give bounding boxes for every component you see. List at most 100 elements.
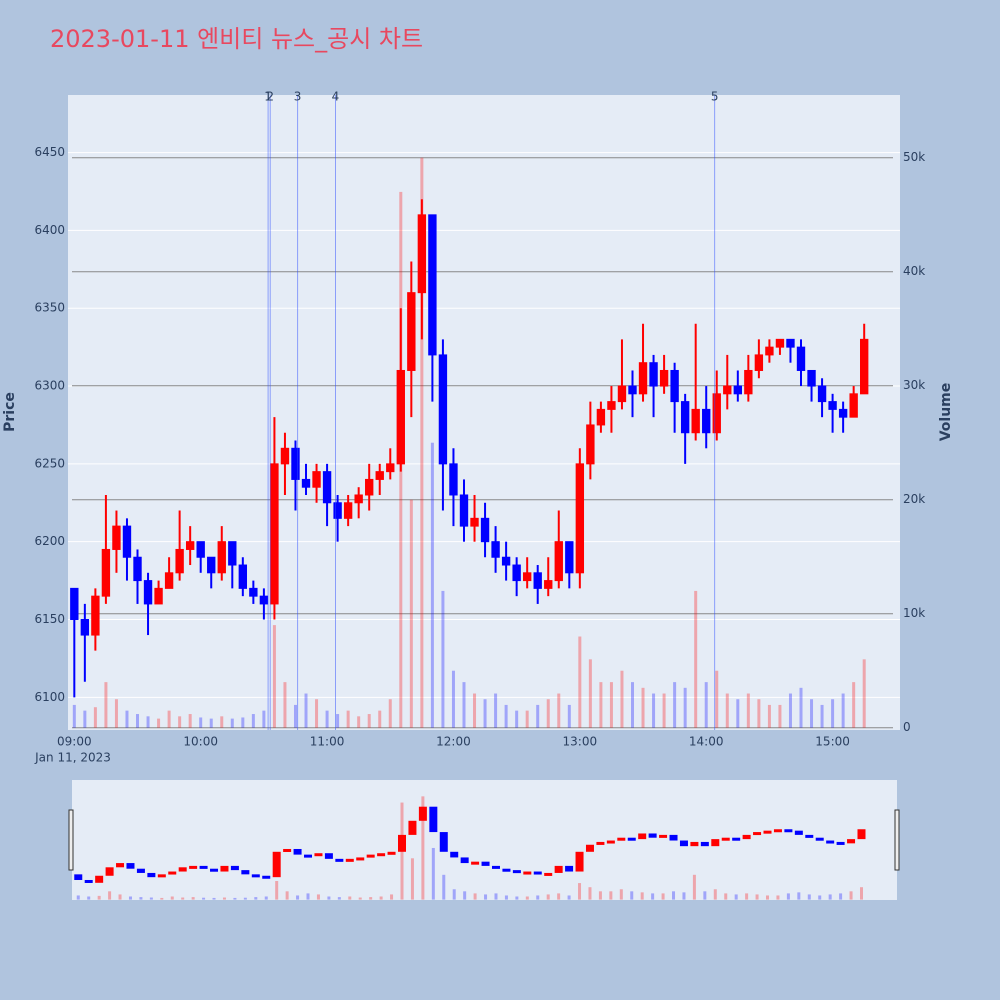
volume-bar [831,699,835,728]
volume-bar [494,693,498,728]
volume-bar [778,704,782,728]
slider-volume-bar [191,897,195,900]
candle-body [744,369,753,395]
candle-body [565,541,574,574]
slider-handle[interactable] [894,809,900,871]
candle-body [270,463,279,605]
slider-volume-bar [431,847,435,900]
volume-bar [357,716,361,728]
slider-volume-bar [745,893,749,900]
slider-candle [502,868,511,872]
slider-handle[interactable] [68,809,74,871]
volume-bar [451,670,455,728]
slider-volume-bar [108,891,112,900]
volume-bar [504,704,508,728]
candle-body [185,541,195,550]
y-tick-label: 6250 [34,456,65,470]
slider-candle [669,834,678,841]
slider-candle [596,841,605,845]
slider-volume-bar [661,893,665,900]
volume-bar [146,716,150,728]
candle-body [544,580,553,589]
candle-body [112,525,121,550]
candle-body [249,587,258,597]
candle-body [607,401,616,410]
slider-candle [324,853,333,859]
slider-candle [815,837,824,841]
x-date-label: Jan 11, 2023 [34,751,111,765]
y-tick-label: 6300 [34,379,65,393]
volume-bar [367,714,371,728]
volume-bar [525,710,529,728]
volume-bar [188,714,192,728]
volume-bar [515,710,519,728]
slider-volume-bar [410,858,414,900]
volume-bar [810,699,814,728]
volume-bar [114,699,118,728]
volume-bar [251,714,255,728]
volume-bar [336,714,340,728]
candle-body [228,541,237,566]
x-tick-label: 10:00 [183,735,218,749]
candle-body [649,362,658,387]
candle-body [702,408,711,434]
slider-volume-bar [766,895,770,900]
candle-body [154,587,163,605]
candle-body [175,548,184,574]
slider-volume-bar [494,893,498,900]
slider-volume-bar [724,893,728,900]
slider-volume-bar [139,897,143,900]
y2-tick-label: 40k [903,264,925,278]
slider-candle [544,872,553,876]
slider-candle [126,863,135,869]
candle-body [680,401,690,434]
slider-candle [794,830,803,835]
slider-volume-bar [713,889,717,900]
volume-bar [378,710,382,728]
x-tick-label: 09:00 [57,735,92,749]
slider-candle [481,861,490,866]
volume-bar [609,682,613,728]
slider-candle [805,834,814,838]
slider-candle [617,837,626,841]
candle-body [522,572,532,582]
slider-candle [293,848,302,855]
candle-body [280,447,290,465]
slider-volume-bar [682,892,686,900]
candle-body [480,517,490,543]
slider-candle [439,832,448,852]
candle-body [407,292,416,371]
volume-bar [483,699,487,728]
candle-body [417,214,427,294]
slider-candle [304,854,313,858]
slider-candle [199,865,208,869]
candle-body [91,595,100,636]
slider-candle [554,865,563,873]
volume-bar [262,710,266,728]
candle-body [143,580,153,605]
slider-candle [575,851,584,872]
slider-volume-bar [839,893,843,900]
volume-bar [167,710,171,728]
candle-body [807,369,816,387]
slider-candle [753,832,762,836]
slider-volume-bar [160,897,164,900]
range-slider[interactable] [72,780,897,900]
candle-body [628,385,637,395]
slider-candle [533,871,542,875]
slider-volume-bar [588,887,592,900]
candle-body [554,541,563,582]
slider-volume-bar [442,874,446,900]
candle-body [828,401,837,410]
slider-volume-bar [337,897,341,900]
volume-bar [578,636,582,728]
candle-body [207,556,216,574]
candle-body [333,502,342,519]
candle-body [723,385,732,395]
slider-volume-bar [734,894,738,900]
volume-bar [104,682,108,728]
y-tick-label: 6100 [34,690,65,704]
slider-candle [700,841,709,847]
slider-candle [366,854,375,858]
